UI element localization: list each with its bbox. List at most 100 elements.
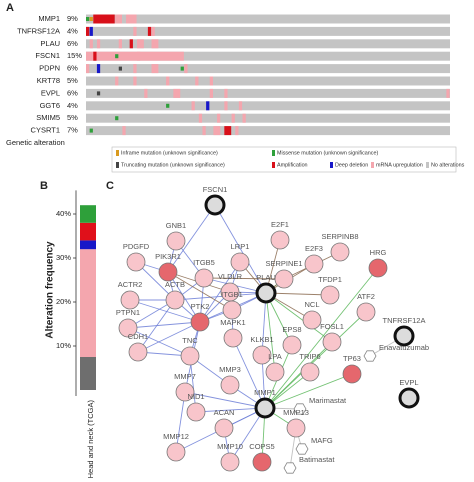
alteration	[180, 66, 184, 71]
legend-swatch	[272, 150, 275, 156]
legend-label: Truncating mutation (unknown significanc…	[121, 162, 225, 168]
node-label: NID1	[187, 392, 204, 401]
gene-node	[274, 269, 294, 289]
node-label: TNFRSF12A	[383, 316, 426, 325]
gene-track	[86, 76, 450, 86]
query-node	[255, 282, 277, 304]
gene-label: CYSRT1	[31, 126, 60, 135]
node-label: Batimastat	[299, 455, 335, 464]
node-label: EVPL	[399, 378, 418, 387]
alteration	[235, 126, 239, 136]
alteration	[242, 113, 246, 123]
legend-swatch	[272, 162, 275, 168]
y-axis-label: Alteration frequency	[45, 241, 56, 339]
axis-label: Genetic alteration	[6, 138, 65, 147]
edge	[265, 292, 333, 343]
gene-track	[86, 14, 450, 24]
legend-label: Inframe mutation (unknown significance)	[121, 150, 218, 156]
alteration	[446, 88, 450, 98]
gene-node	[126, 252, 146, 272]
legend-swatch	[116, 150, 119, 156]
alteration	[173, 88, 181, 98]
gene-node	[342, 364, 362, 384]
alteration	[126, 14, 137, 24]
node-label: CDH1	[128, 332, 148, 341]
node-label: MMP3	[219, 365, 241, 374]
panel-label: B	[40, 180, 48, 192]
gene-node	[158, 262, 178, 282]
node-label: PIK3R1	[155, 252, 181, 261]
alteration	[198, 113, 203, 123]
drug-node	[295, 443, 309, 455]
node-label: FSCN1	[203, 185, 228, 194]
gene-node	[330, 242, 350, 262]
alteration	[166, 103, 170, 108]
alteration	[151, 64, 159, 74]
gene-node	[368, 258, 388, 278]
alteration	[144, 88, 148, 98]
alteration	[86, 64, 90, 74]
legend-label: No alterations	[431, 162, 465, 168]
edge	[175, 391, 186, 453]
node-label: LRP1	[231, 242, 250, 251]
gene-node	[220, 452, 240, 472]
gene-label: TNFRSF12A	[17, 26, 60, 35]
query-node	[204, 194, 226, 216]
drug-node	[363, 350, 377, 362]
node-label: PLAU	[256, 273, 276, 282]
bar-segment	[80, 249, 96, 357]
gene-label: SMIM5	[36, 113, 60, 122]
y-tick-label: 10%	[56, 341, 71, 350]
edge	[199, 261, 241, 323]
legend-swatch	[330, 162, 333, 168]
query-node	[254, 397, 276, 419]
gene-node	[120, 290, 140, 310]
alteration	[86, 26, 90, 36]
y-tick-label: 40%	[56, 209, 71, 218]
gene-track	[86, 101, 450, 111]
gene-node	[302, 310, 322, 330]
gene-node	[165, 290, 185, 310]
gene-label: MMP1	[38, 14, 60, 23]
gene-node	[220, 375, 240, 395]
alteration	[86, 17, 90, 21]
node-label: Marimastat	[309, 396, 347, 405]
gene-node	[166, 442, 186, 462]
alteration	[166, 76, 170, 86]
gene-node	[286, 418, 306, 438]
gene-node	[186, 402, 206, 422]
node-label: MAPK1	[220, 318, 245, 327]
edge	[264, 311, 367, 409]
node-label: TFDP1	[318, 275, 342, 284]
alteration	[115, 54, 119, 59]
node-label: TP63	[343, 354, 361, 363]
gene-label: FSCN1	[35, 51, 60, 60]
alteration	[129, 39, 133, 49]
alteration	[209, 88, 213, 98]
gene-track	[86, 51, 450, 61]
alteration	[151, 39, 159, 49]
node-label: VLDLR	[218, 272, 243, 281]
edge	[167, 271, 201, 323]
alteration	[238, 101, 243, 111]
gene-track	[86, 64, 450, 74]
gene-node	[322, 332, 342, 352]
gene-node	[214, 418, 234, 438]
alteration	[133, 76, 137, 86]
edge	[137, 321, 201, 353]
gene-track	[86, 113, 450, 123]
alteration	[133, 26, 137, 36]
alteration	[151, 26, 155, 36]
node-label: E2F3	[305, 244, 323, 253]
gene-label: PDPN	[39, 64, 60, 73]
gene-node	[356, 302, 376, 322]
node-label: PTPN1	[116, 308, 140, 317]
gene-node	[304, 254, 324, 274]
alteration	[136, 39, 144, 49]
gene-node	[128, 342, 148, 362]
edge	[203, 277, 285, 280]
alteration	[115, 14, 122, 24]
edge	[174, 292, 267, 301]
edge	[264, 267, 379, 409]
gene-node	[320, 285, 340, 305]
